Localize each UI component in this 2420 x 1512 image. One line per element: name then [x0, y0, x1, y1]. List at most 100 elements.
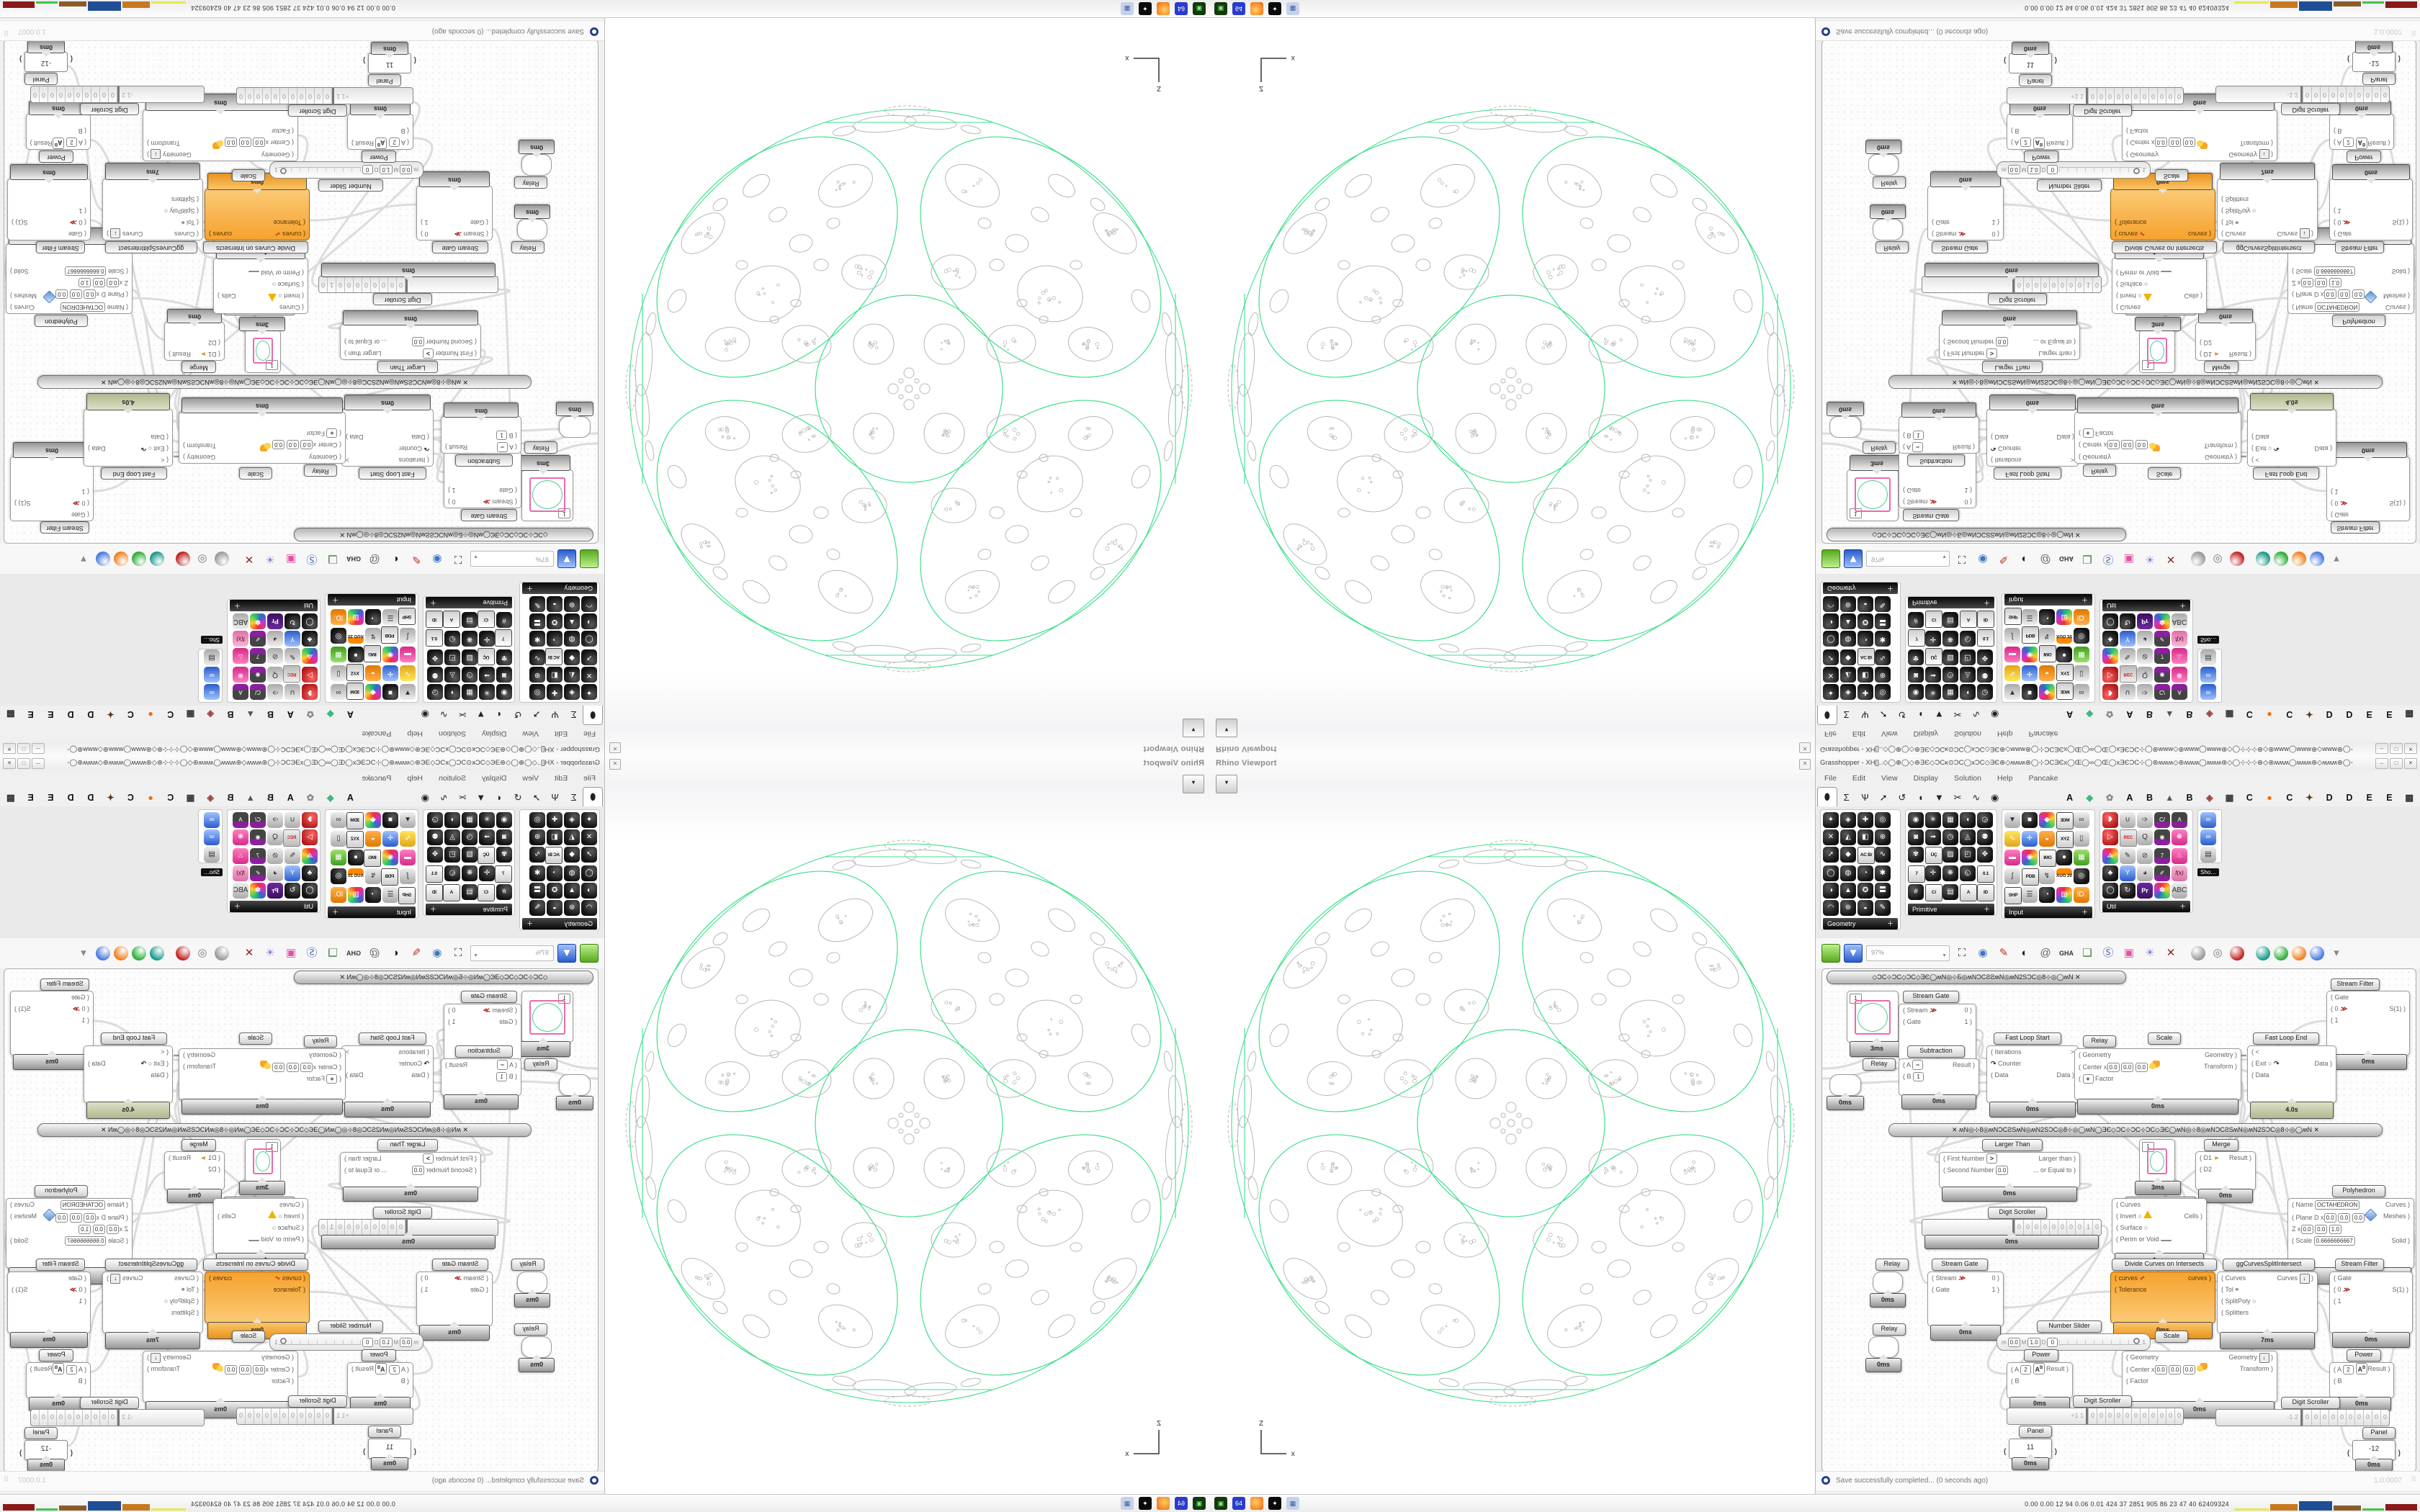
palette-item[interactable]: ✛ [382, 831, 398, 847]
palette-item[interactable]: AUG 20 [2056, 628, 2072, 644]
palette-item[interactable]: ✐ [250, 631, 266, 647]
palette-item[interactable]: 7 [2154, 848, 2170, 864]
preview-mode-button[interactable] [2256, 946, 2270, 960]
palette-item[interactable]: ◬ [1960, 829, 1976, 845]
node-label-number-slider[interactable]: Number Slider [2037, 179, 2102, 192]
toolbar-button-11[interactable]: ▣ [285, 947, 297, 959]
plugin-tab-2[interactable]: ✿ [2105, 793, 2114, 803]
plugin-tab-0[interactable]: A [2066, 709, 2074, 719]
preview-mode-button[interactable] [2274, 552, 2288, 566]
palette-item[interactable]: ÜÇ [478, 648, 495, 665]
toolbar-button-16[interactable]: ◎ [197, 553, 207, 565]
node-label-relay[interactable]: Relay [1863, 441, 1896, 454]
palette-item[interactable]: ▨ [462, 847, 478, 863]
palette-group-label[interactable]: Geometry ＋ [522, 582, 597, 594]
palette-group-label[interactable]: Primitive ＋ [1908, 904, 1994, 915]
node-label-panel[interactable]: Panel [2362, 73, 2396, 85]
palette-item[interactable]: ✕ [581, 829, 597, 845]
palette-item[interactable]: ✚ [1857, 812, 1873, 828]
palette-item[interactable]: ◙ [1908, 667, 1924, 683]
palette-item[interactable]: AUG 20 [2056, 868, 2072, 884]
toolbar-button-5[interactable]: ✎ [411, 947, 421, 959]
palette-item[interactable]: ❥ [2102, 812, 2118, 828]
palette-item[interactable]: ◎ [331, 628, 346, 644]
palette-item[interactable]: ⊕ [529, 829, 545, 845]
toolbar-button-10[interactable]: Ⓢ [306, 553, 318, 565]
node-label-digit-scroller[interactable]: Digit Scroller [373, 293, 432, 305]
taskbar-icon-2[interactable] [1157, 1497, 1170, 1510]
node-label-scale[interactable]: Scale [239, 467, 272, 480]
palette-item[interactable]: ∞ [2200, 667, 2216, 683]
plugin-tab-17[interactable]: ▩ [6, 793, 15, 803]
palette-item[interactable]: ● [2056, 850, 2072, 865]
palette-item[interactable]: ◔ [365, 887, 381, 903]
palette-item[interactable]: ✪ [547, 883, 563, 899]
tab-icon-9[interactable]: ◉ [421, 792, 430, 803]
palette-item[interactable]: ▥ [2056, 609, 2072, 625]
palette-item[interactable]: ◆ [2039, 812, 2055, 828]
plugin-tab-3[interactable]: A [2126, 793, 2133, 803]
palette-item[interactable]: ◙ [496, 667, 512, 683]
palette-item[interactable]: ✪ [1857, 613, 1873, 629]
gh-node[interactable]: ( First Number > Larger than )( Second Nu… [340, 324, 481, 360]
palette-group-label[interactable]: Input ＋ [2004, 906, 2092, 918]
gh-node[interactable]: ( curves ✂ curves )( Tolerance [2110, 1272, 2215, 1323]
taskbar-icon-3[interactable]: ✦ [1268, 2, 1281, 15]
palette-item[interactable]: ID. [331, 609, 346, 625]
palette-item[interactable]: ◰ [1960, 847, 1976, 863]
node-label-relay[interactable]: Relay [2083, 1035, 2116, 1048]
plugin-tab-12[interactable]: ✦ [107, 709, 115, 719]
gg-preview-node[interactable]: 1 [521, 469, 573, 521]
palette-item[interactable]: ✥ [427, 847, 443, 863]
palette-group-label[interactable]: Input ＋ [328, 594, 416, 606]
palette-item[interactable]: ∿ [2004, 665, 2020, 681]
palette-item[interactable]: ✽ [2154, 613, 2170, 629]
close-button[interactable]: ✕ [2404, 758, 2417, 769]
toolbar-button-12[interactable]: ☀ [2145, 947, 2155, 959]
node-label-relay[interactable]: Relay [514, 176, 547, 189]
palette-group-label[interactable]: Geometry ＋ [522, 918, 597, 930]
palette-item[interactable]: ✳ [479, 684, 495, 700]
palette-item[interactable]: ▬ [2004, 647, 2020, 662]
palette-item[interactable]: Y [2120, 865, 2136, 881]
palette-item[interactable]: ✎ [2120, 648, 2136, 664]
toolbar-button-8[interactable]: GHA [346, 555, 361, 562]
viewport-canvas[interactable] [605, 18, 1210, 756]
palette-item[interactable]: ◆ [1840, 649, 1856, 665]
palette-item[interactable]: ◔ [547, 865, 563, 881]
palette-item[interactable]: ✕ [1823, 667, 1839, 683]
palette-item[interactable]: A [233, 812, 248, 828]
palette-item[interactable]: f(x) [233, 865, 248, 881]
node-label-scale[interactable]: Scale [239, 1032, 272, 1045]
palette-item[interactable]: Pr [2137, 883, 2153, 899]
palette-item[interactable]: 0.1 [1977, 865, 1994, 883]
palette-item[interactable]: ✦ [581, 812, 597, 828]
close-button[interactable]: ✕ [3, 758, 16, 769]
palette-item[interactable]: ✱ [529, 865, 545, 881]
palette-item[interactable]: ⊘ [2137, 848, 2153, 864]
palette-item[interactable]: ● [2056, 647, 2072, 662]
palette-item[interactable]: ➟ [479, 829, 495, 845]
node-label-scale[interactable]: Scale [232, 169, 265, 181]
preview-mode-button[interactable] [2256, 552, 2270, 566]
tab-icon-8[interactable]: ∿ [439, 792, 448, 803]
node-label-stream-gate[interactable]: Stream Gate [1932, 1259, 1988, 1271]
grasshopper-title-bar[interactable]: Grasshopper - XH[]..◇◯⊕◯◇⊛ƎЄ◇ƆCĸ⊙ƆC◯xƆC◇… [0, 741, 604, 756]
palette-item[interactable]: ▤ [204, 847, 220, 863]
taskbar-icon-4[interactable]: ▦ [1286, 1497, 1299, 1510]
palette-item[interactable]: ▲ [1840, 613, 1856, 629]
tab-icon-4[interactable]: ↺ [514, 709, 522, 720]
gg-preview-node[interactable]: 1 [2139, 1139, 2175, 1182]
palette-item[interactable]: ➩ [267, 684, 283, 700]
preview-mode-button[interactable] [114, 946, 128, 960]
toolbar-button-16[interactable]: ◎ [2213, 553, 2223, 565]
palette-group-label[interactable]: Util ＋ [2102, 901, 2190, 912]
palette-item[interactable]: ◒ [365, 665, 381, 681]
palette-group-label[interactable]: Util ＋ [2102, 600, 2190, 611]
palette-item[interactable]: ▤ [2200, 847, 2216, 863]
palette-item[interactable]: ▼ [2004, 812, 2020, 828]
toolbar-button-8[interactable]: GHA [346, 950, 361, 957]
